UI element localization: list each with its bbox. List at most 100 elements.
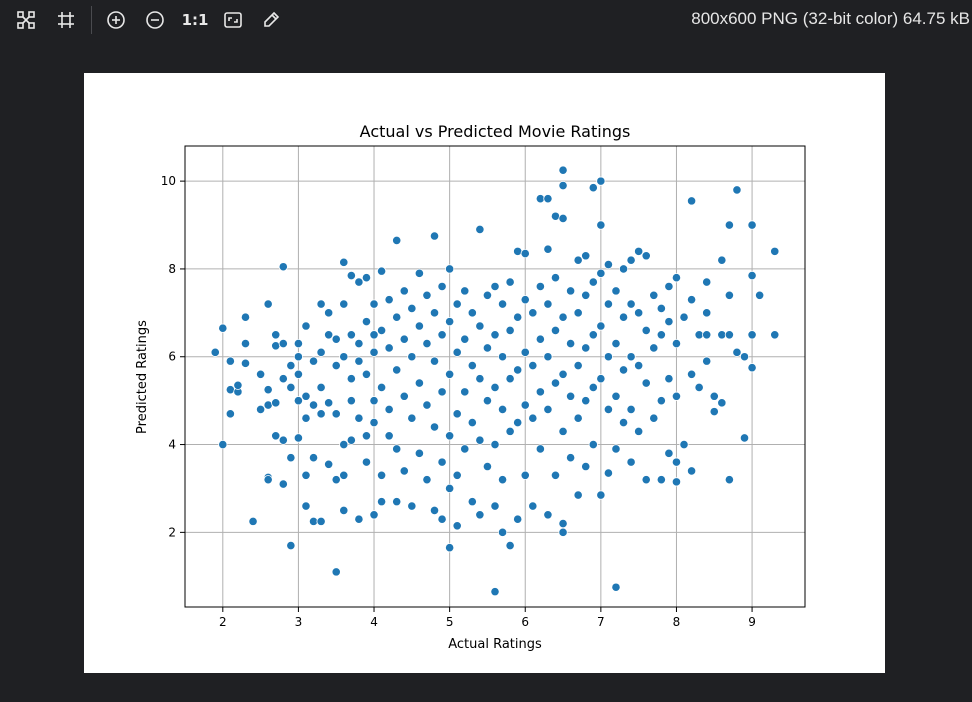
data-point	[369, 299, 379, 309]
data-point	[656, 330, 666, 340]
data-point	[520, 470, 530, 480]
data-point	[490, 382, 500, 393]
data-point	[339, 299, 349, 309]
data-point	[717, 398, 727, 408]
data-point	[354, 413, 364, 423]
data-point	[369, 510, 379, 520]
x-tick-label: 9	[748, 615, 756, 629]
data-point	[384, 295, 394, 305]
data-point	[550, 378, 561, 388]
data-point	[399, 391, 409, 401]
data-point	[293, 352, 304, 362]
data-point	[618, 417, 629, 428]
data-point	[679, 312, 689, 322]
data-point	[505, 426, 515, 436]
data-point	[558, 213, 568, 224]
data-point	[392, 497, 402, 507]
data-point	[286, 360, 296, 371]
data-point	[724, 475, 734, 485]
data-point	[634, 246, 644, 256]
data-point	[460, 444, 470, 454]
crop-grid-icon[interactable]	[54, 8, 78, 32]
data-point	[543, 194, 553, 204]
data-point	[346, 396, 356, 406]
data-point	[240, 312, 251, 322]
y-tick-label: 6	[168, 350, 176, 364]
data-point	[581, 461, 591, 472]
data-point	[656, 303, 666, 314]
data-point	[376, 497, 387, 507]
data-point	[445, 369, 455, 379]
data-point	[671, 457, 682, 467]
data-point	[429, 308, 440, 318]
actual-size-button[interactable]: 1:1	[181, 11, 209, 29]
data-point	[316, 409, 326, 419]
data-point	[686, 196, 697, 206]
data-point	[558, 518, 568, 529]
data-point	[520, 248, 530, 259]
data-point	[596, 490, 606, 500]
data-point	[369, 347, 379, 357]
data-point	[339, 257, 349, 267]
data-point	[626, 457, 636, 467]
data-point	[747, 363, 757, 373]
x-tick-label: 2	[219, 615, 227, 629]
data-point	[505, 374, 515, 384]
data-point	[566, 338, 576, 349]
data-point	[422, 475, 432, 485]
data-point	[407, 413, 417, 423]
data-point	[747, 330, 757, 340]
data-point	[482, 343, 493, 353]
data-point	[437, 281, 447, 292]
data-point	[550, 273, 561, 283]
data-point	[460, 286, 470, 296]
x-tick-label: 8	[673, 615, 681, 629]
data-point	[702, 356, 712, 366]
data-point	[641, 251, 651, 261]
zoom-in-icon[interactable]	[104, 8, 128, 32]
data-point	[460, 334, 470, 344]
data-point	[641, 325, 651, 335]
data-point	[346, 270, 356, 281]
data-point	[717, 255, 727, 265]
data-point	[528, 360, 538, 371]
data-point	[331, 334, 341, 344]
data-point	[316, 347, 326, 357]
data-point	[618, 365, 629, 375]
data-point	[475, 435, 485, 445]
data-point	[475, 321, 485, 331]
data-point	[452, 521, 462, 531]
data-point	[664, 281, 674, 292]
data-point	[702, 308, 712, 318]
color-picker-icon[interactable]	[259, 8, 283, 32]
data-point	[301, 391, 311, 401]
data-point	[520, 400, 530, 410]
data-point	[702, 330, 712, 340]
data-point	[414, 448, 424, 458]
data-point	[679, 439, 689, 450]
data-point	[724, 220, 734, 230]
data-point	[664, 448, 674, 458]
data-point	[505, 540, 515, 551]
fit-window-icon[interactable]	[221, 8, 245, 32]
data-point	[452, 347, 462, 357]
fit-icon[interactable]	[14, 8, 38, 32]
data-point	[429, 231, 440, 241]
zoom-out-icon[interactable]	[143, 8, 167, 32]
data-point	[445, 483, 455, 494]
data-point	[497, 475, 508, 485]
data-point	[755, 290, 765, 300]
data-point	[445, 264, 455, 274]
data-point	[278, 262, 288, 272]
data-point	[588, 183, 598, 193]
data-point	[671, 477, 682, 487]
data-point	[573, 413, 583, 423]
data-point	[482, 290, 493, 300]
data-point	[528, 413, 538, 423]
data-point	[467, 417, 477, 428]
data-point	[520, 295, 530, 305]
data-point	[240, 358, 251, 368]
data-point	[535, 194, 545, 204]
data-point	[581, 290, 591, 300]
data-point	[739, 433, 750, 443]
